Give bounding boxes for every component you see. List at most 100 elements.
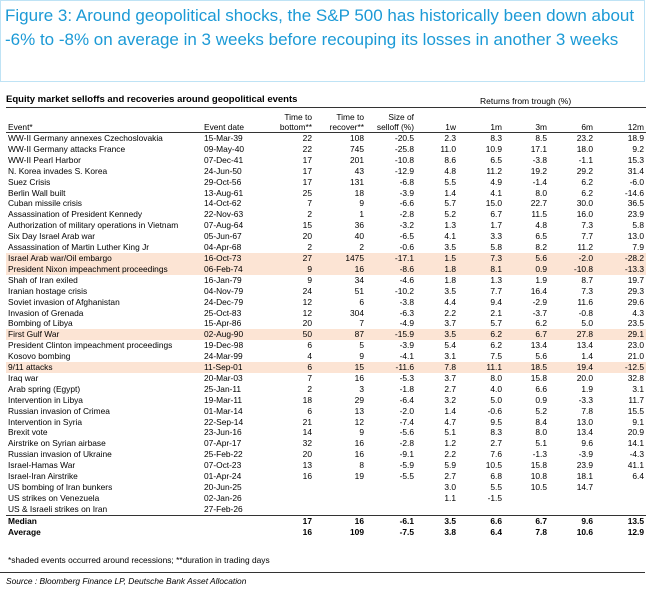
- cell: WW-II Germany attacks France: [8, 143, 126, 154]
- cell: 16: [302, 471, 312, 482]
- cell: 13: [302, 460, 312, 471]
- cell: -6.6: [399, 198, 414, 209]
- cell: 19: [354, 471, 364, 482]
- cell: -4.3: [629, 449, 644, 460]
- cell: 7.7: [581, 231, 593, 242]
- cell: [366, 504, 416, 515]
- cell: -11.6: [366, 362, 416, 373]
- table-row: Brexit vote 23-Jun-16 14 9 -5.6 5.1 8.3 8.0 13.4…: [6, 427, 646, 438]
- table-row: Israel-Hamas War 07-Oct-23 13 8 -5.9 5.9 10.5 1…: [6, 460, 646, 471]
- cell: 32.8: [627, 372, 644, 383]
- cell: 1.2: [444, 438, 456, 449]
- cell: 7.3: [581, 285, 593, 296]
- cell: 4.8: [444, 165, 456, 176]
- cell: 108: [350, 133, 364, 143]
- cell: [314, 493, 366, 504]
- cell: 7.8: [416, 362, 458, 373]
- cell: 6: [307, 405, 312, 416]
- cell: 13.0: [576, 416, 593, 427]
- cell: 51: [354, 285, 364, 296]
- cell: 16-Jan-79: [204, 274, 242, 285]
- cell: -25.8: [394, 143, 414, 154]
- cell: 24-Mar-99: [204, 351, 243, 362]
- cell: [366, 493, 416, 504]
- cell: 8.5: [535, 133, 547, 143]
- cell: 25: [302, 187, 312, 198]
- cell: 24-Dec-79: [204, 296, 244, 307]
- cell: 6.7: [504, 514, 549, 527]
- cell: 36.5: [627, 198, 644, 209]
- cell: 2.7: [444, 383, 456, 394]
- cell: [314, 482, 366, 493]
- cell: -3.9: [399, 340, 414, 351]
- cell: 3.1: [444, 351, 456, 362]
- cell: 15.3: [627, 154, 644, 165]
- summary-row: Median 17 16 -6.1 3.5 6.6 6.7 9.6 13.5: [6, 514, 646, 527]
- cell: [595, 504, 646, 515]
- cell: 6.5: [490, 154, 502, 165]
- header-row: Event* Event date Time to bottom** Time to …: [6, 112, 646, 133]
- cell: -20.5: [394, 133, 414, 143]
- cell: 11.2: [486, 165, 502, 176]
- group-header: Returns from trough (%): [480, 96, 572, 106]
- cell: 20: [302, 318, 312, 329]
- cell: 01-Apr-24: [204, 471, 242, 482]
- cell: -6.0: [629, 176, 644, 187]
- cell: President Nixon impeachment proceedings: [6, 263, 202, 275]
- cell: 745: [350, 143, 364, 154]
- table-row: US & Israeli strikes on Iran 27-Feb-26: [6, 504, 646, 515]
- cell: [595, 493, 646, 504]
- cell: 0.9: [535, 394, 547, 405]
- cell: 1.9: [535, 274, 547, 285]
- cell: 22: [302, 133, 312, 143]
- cell: [504, 493, 549, 504]
- cell: -12.9: [394, 165, 414, 176]
- cell: 2: [307, 242, 312, 253]
- cell: 5.2: [535, 405, 547, 416]
- cell: 4.3: [632, 307, 644, 318]
- cell: 29.1: [595, 329, 646, 341]
- cell: -5.6: [399, 427, 414, 438]
- cell: 20.0: [576, 372, 593, 383]
- data-table: Event* Event date Time to bottom** Time to …: [6, 112, 646, 538]
- cell: [458, 504, 504, 515]
- table-row: Berlin Wall built 13-Aug-61 25 18 -3.9 1.4 4.1…: [6, 188, 646, 199]
- cell: -3.9: [578, 449, 593, 460]
- column-header: Time to recover**: [314, 112, 366, 133]
- cell: -6.1: [366, 514, 416, 527]
- cell: 14.1: [627, 438, 644, 449]
- cell: 8.3: [490, 427, 502, 438]
- cell: Authorization of military operations in …: [8, 220, 179, 231]
- table-row: Suez Crisis 29-Oct-56 17 131 -6.8 5.5 4.9 -1.4 6…: [6, 177, 646, 188]
- cell: 16.4: [530, 285, 547, 296]
- cell: 9.6: [549, 514, 595, 527]
- cell: 1: [359, 209, 364, 220]
- table-row: US strikes on Venezuela 02-Jan-26 1.1 -1.5: [6, 493, 646, 504]
- cell: -0.6: [399, 242, 414, 253]
- cell: 22-Sep-14: [204, 416, 244, 427]
- cell: 16: [314, 514, 366, 527]
- cell: 3: [359, 383, 364, 394]
- cell: -1.4: [532, 176, 547, 187]
- cell: 14-Oct-62: [204, 198, 242, 209]
- cell: 07-Dec-41: [204, 154, 244, 165]
- cell: 3.5: [416, 514, 458, 527]
- cell: 8.1: [458, 263, 504, 275]
- cell: 15.8: [530, 460, 547, 471]
- cell: 15.8: [530, 372, 547, 383]
- cell: 16-Oct-73: [202, 252, 262, 264]
- cell: 131: [350, 176, 364, 187]
- cell: 13-Aug-61: [204, 187, 244, 198]
- cell: 13: [354, 405, 364, 416]
- cell: 3.2: [444, 394, 456, 405]
- cell: 8.4: [535, 416, 547, 427]
- summary-row: Average 16 109 -7.5 3.8 6.4 7.8 10.6 12.9: [6, 527, 646, 538]
- cell: 12.9: [627, 526, 644, 537]
- cell: -2.9: [532, 296, 547, 307]
- cell: -1.3: [532, 449, 547, 460]
- cell: 7: [359, 318, 364, 329]
- cell: 1.8: [444, 274, 456, 285]
- cell: 7.8: [535, 526, 547, 537]
- cell: [595, 482, 646, 493]
- cell: -28.2: [595, 252, 646, 264]
